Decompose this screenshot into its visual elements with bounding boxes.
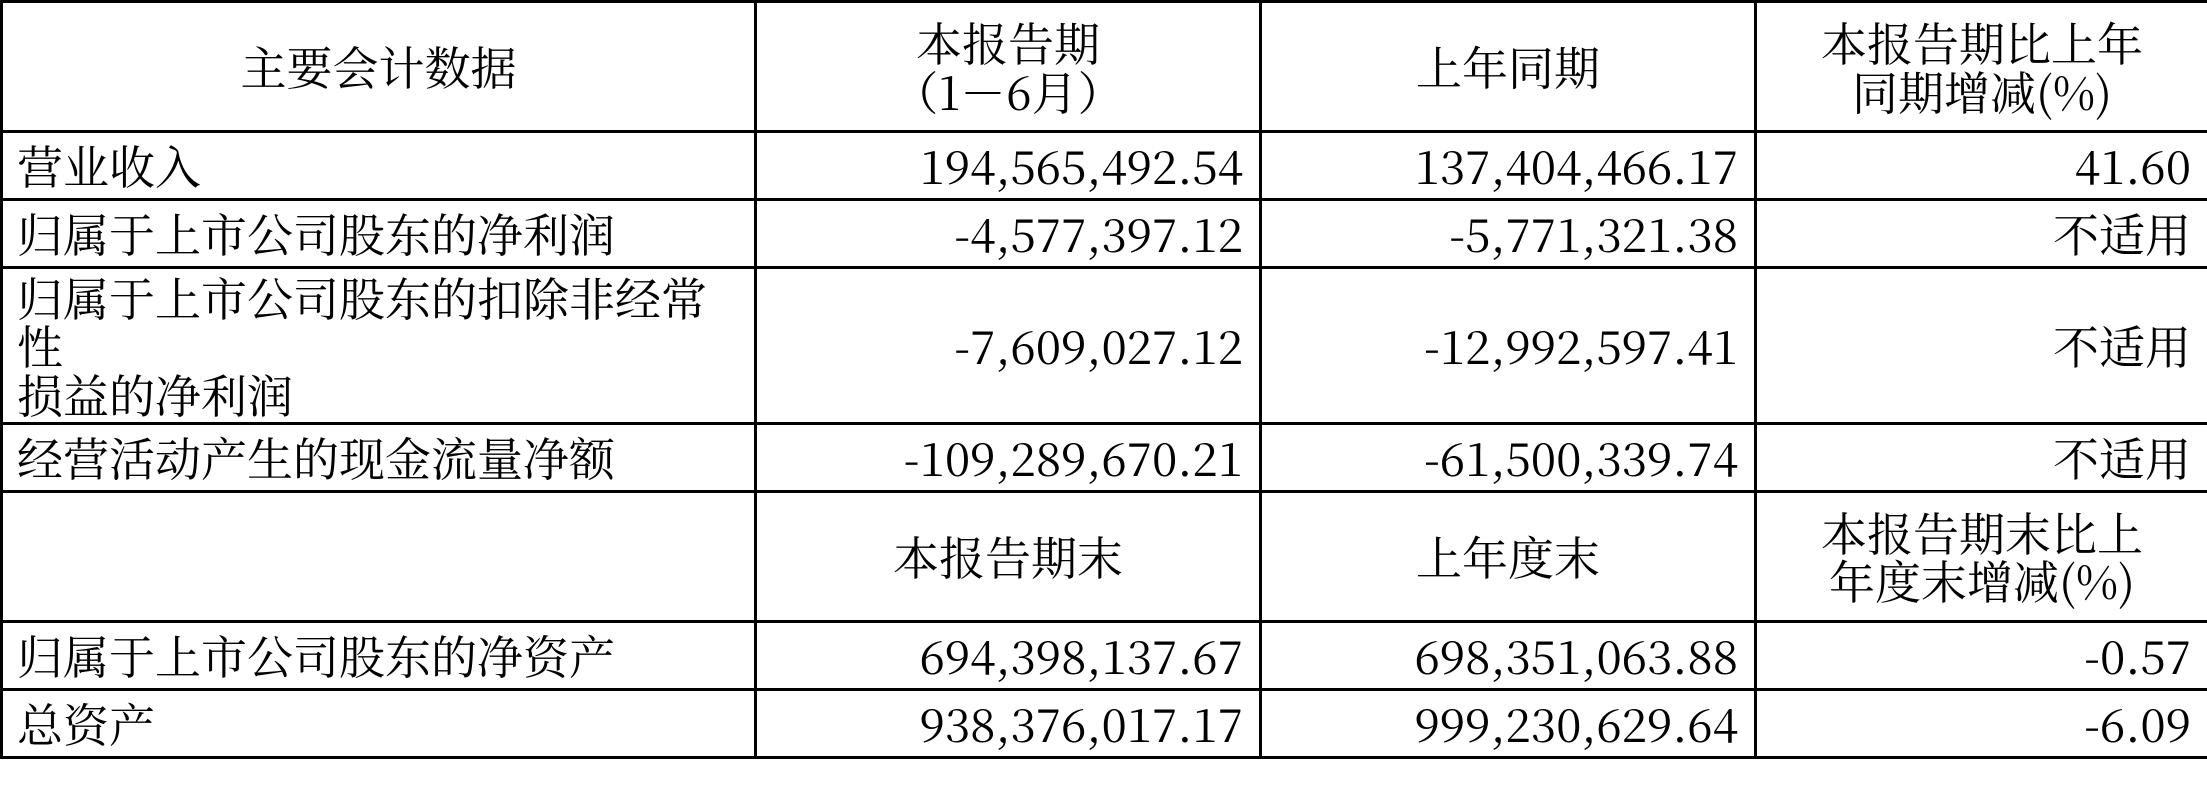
col-header-current-period: 本报告期 （1－6月）: [756, 2, 1261, 132]
row-prior: 999,230,629.64: [1261, 689, 1756, 757]
row-label: 营业收入: [2, 132, 756, 200]
col-header-change-pct-end-line2: 年度末增减(%): [1829, 547, 2135, 613]
row-change: 不适用: [1756, 268, 2207, 424]
row-label-line2: 损益的净利润: [17, 361, 293, 427]
col-header-current-period-line2: （1－6月）: [892, 58, 1123, 124]
row-prior: 137,404,466.17: [1261, 132, 1756, 200]
row-current: 938,376,017.17: [756, 689, 1261, 757]
table-row: 总资产 938,376,017.17 999,230,629.64 -6.09: [2, 689, 2207, 757]
row-prior: -5,771,321.38: [1261, 200, 1756, 268]
row-change: -0.57: [1756, 621, 2207, 689]
header-row-period: 主要会计数据 本报告期 （1－6月） 上年同期 本报告期比上年 同期增减(%): [2, 2, 2207, 132]
row-change: 不适用: [1756, 423, 2207, 491]
row-current: 694,398,137.67: [756, 621, 1261, 689]
row-current: -109,289,670.21: [756, 423, 1261, 491]
col-header-prior-year-end: 上年度末: [1261, 491, 1756, 621]
col-header-metric: 主要会计数据: [2, 2, 756, 132]
table-row: 归属于上市公司股东的扣除非经常性 损益的净利润 -7,609,027.12 -1…: [2, 268, 2207, 424]
row-label: 归属于上市公司股东的净利润: [2, 200, 756, 268]
row-label: 经营活动产生的现金流量净额: [2, 423, 756, 491]
table-row: 营业收入 194,565,492.54 137,404,466.17 41.60: [2, 132, 2207, 200]
row-change: 不适用: [1756, 200, 2207, 268]
col-header-change-pct-end: 本报告期末比上 年度末增减(%): [1756, 491, 2207, 621]
row-prior: -61,500,339.74: [1261, 423, 1756, 491]
row-label: 归属于上市公司股东的扣除非经常性 损益的净利润: [2, 268, 756, 424]
row-label: 总资产: [2, 689, 756, 757]
table-row: 归属于上市公司股东的净资产 694,398,137.67 698,351,063…: [2, 621, 2207, 689]
header-row-period-end: 本报告期末 上年度末 本报告期末比上 年度末增减(%): [2, 491, 2207, 621]
col-header-prior-period: 上年同期: [1261, 2, 1756, 132]
row-prior: 698,351,063.88: [1261, 621, 1756, 689]
row-label: 归属于上市公司股东的净资产: [2, 621, 756, 689]
table-row: 经营活动产生的现金流量净额 -109,289,670.21 -61,500,33…: [2, 423, 2207, 491]
row-current: 194,565,492.54: [756, 132, 1261, 200]
row-current: -7,609,027.12: [756, 268, 1261, 424]
col-header-metric-blank: [2, 491, 756, 621]
col-header-current-period-end: 本报告期末: [756, 491, 1261, 621]
financial-table-container: 主要会计数据 本报告期 （1－6月） 上年同期 本报告期比上年 同期增减(%) …: [0, 0, 2207, 759]
row-change: 41.60: [1756, 132, 2207, 200]
financial-table: 主要会计数据 本报告期 （1－6月） 上年同期 本报告期比上年 同期增减(%) …: [0, 0, 2207, 759]
row-prior: -12,992,597.41: [1261, 268, 1756, 424]
col-header-change-pct-line2: 同期增减(%): [1852, 58, 2112, 124]
row-current: -4,577,397.12: [756, 200, 1261, 268]
row-change: -6.09: [1756, 689, 2207, 757]
table-row: 归属于上市公司股东的净利润 -4,577,397.12 -5,771,321.3…: [2, 200, 2207, 268]
col-header-change-pct: 本报告期比上年 同期增减(%): [1756, 2, 2207, 132]
